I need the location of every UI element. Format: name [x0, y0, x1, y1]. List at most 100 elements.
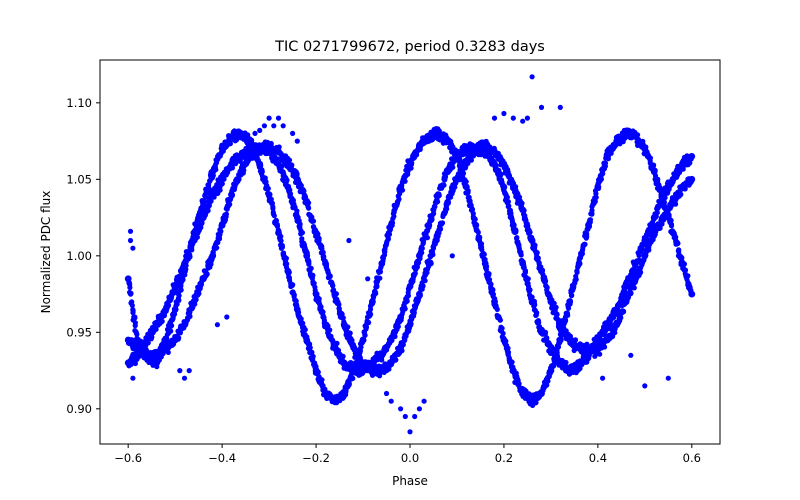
data-point: [539, 267, 546, 273]
data-point: [584, 231, 590, 237]
data-point: [304, 334, 310, 340]
data-point: [521, 207, 527, 214]
data-point: [270, 209, 276, 215]
data-point: [405, 171, 411, 177]
data-point: [513, 228, 519, 234]
x-tick-label: 0.6: [683, 451, 701, 465]
data-point: [145, 340, 151, 346]
data-point: [668, 217, 674, 223]
data-point: [598, 176, 605, 182]
data-point: [469, 206, 476, 213]
data-point: [252, 130, 258, 136]
data-point: [377, 275, 383, 281]
data-point: [365, 276, 371, 282]
data-point: [468, 157, 474, 163]
data-point: [402, 306, 408, 312]
data-point: [570, 285, 577, 291]
data-point: [349, 337, 355, 343]
data-point: [628, 291, 634, 297]
data-point: [491, 115, 498, 121]
data-point: [187, 252, 193, 258]
data-point: [347, 330, 353, 336]
data-point: [529, 294, 535, 300]
data-point: [643, 144, 649, 150]
data-point: [169, 322, 175, 329]
data-point: [177, 368, 183, 374]
data-point: [516, 381, 522, 387]
data-point: [383, 390, 390, 397]
data-point: [662, 195, 668, 201]
data-point: [178, 287, 184, 293]
data-point: [276, 144, 282, 150]
data-point: [393, 357, 399, 363]
data-point: [618, 315, 624, 321]
data-point: [340, 353, 346, 359]
data-point: [682, 267, 689, 273]
data-point: [202, 194, 209, 200]
data-point: [368, 311, 374, 317]
data-point: [311, 280, 317, 286]
data-point: [241, 167, 247, 173]
data-point: [527, 287, 533, 293]
data-point: [161, 313, 167, 319]
data-point: [218, 228, 224, 234]
data-point: [291, 292, 297, 298]
data-point: [289, 282, 295, 289]
data-point: [437, 226, 444, 232]
data-point: [377, 269, 383, 275]
data-point: [682, 186, 688, 192]
data-point: [687, 160, 693, 166]
data-point: [280, 123, 286, 129]
data-point: [388, 398, 394, 404]
data-point: [321, 254, 327, 260]
data-point: [196, 290, 202, 297]
data-point: [600, 375, 606, 381]
data-point: [319, 377, 325, 383]
data-point: [336, 301, 342, 308]
data-point: [224, 314, 230, 320]
data-point: [525, 276, 531, 282]
data-point: [420, 283, 426, 289]
data-point: [597, 351, 603, 357]
data-point: [363, 325, 369, 331]
data-point: [149, 334, 155, 340]
data-point: [127, 284, 133, 291]
data-point: [536, 260, 542, 266]
data-point: [498, 171, 504, 177]
data-point: [567, 301, 573, 307]
data-point: [564, 310, 571, 316]
data-point: [392, 333, 398, 340]
x-axis-label: Phase: [392, 474, 428, 488]
data-point: [572, 337, 579, 343]
data-point: [408, 321, 414, 327]
data-point: [592, 198, 598, 205]
data-point: [551, 300, 557, 306]
data-point: [545, 378, 551, 384]
data-point: [524, 221, 530, 227]
data-point: [441, 182, 447, 188]
data-point: [343, 389, 349, 395]
data-point: [132, 360, 138, 367]
data-point: [278, 238, 284, 244]
data-point: [183, 322, 189, 328]
data-point: [194, 234, 200, 240]
data-point: [265, 191, 273, 199]
data-point: [165, 302, 172, 308]
data-point: [675, 240, 681, 246]
data-point: [340, 315, 346, 321]
data-point: [165, 349, 171, 355]
data-point: [348, 360, 354, 366]
data-point: [132, 320, 138, 326]
data-point: [612, 330, 618, 336]
data-point: [137, 340, 143, 347]
data-point: [358, 344, 364, 350]
data-point: [678, 191, 684, 198]
data-point: [486, 271, 492, 277]
data-point: [404, 298, 410, 304]
data-point: [258, 162, 264, 168]
data-point: [688, 153, 696, 160]
y-tick-label: 1.05: [66, 172, 92, 186]
data-point: [589, 207, 595, 214]
y-tick-label: 0.90: [66, 402, 92, 416]
